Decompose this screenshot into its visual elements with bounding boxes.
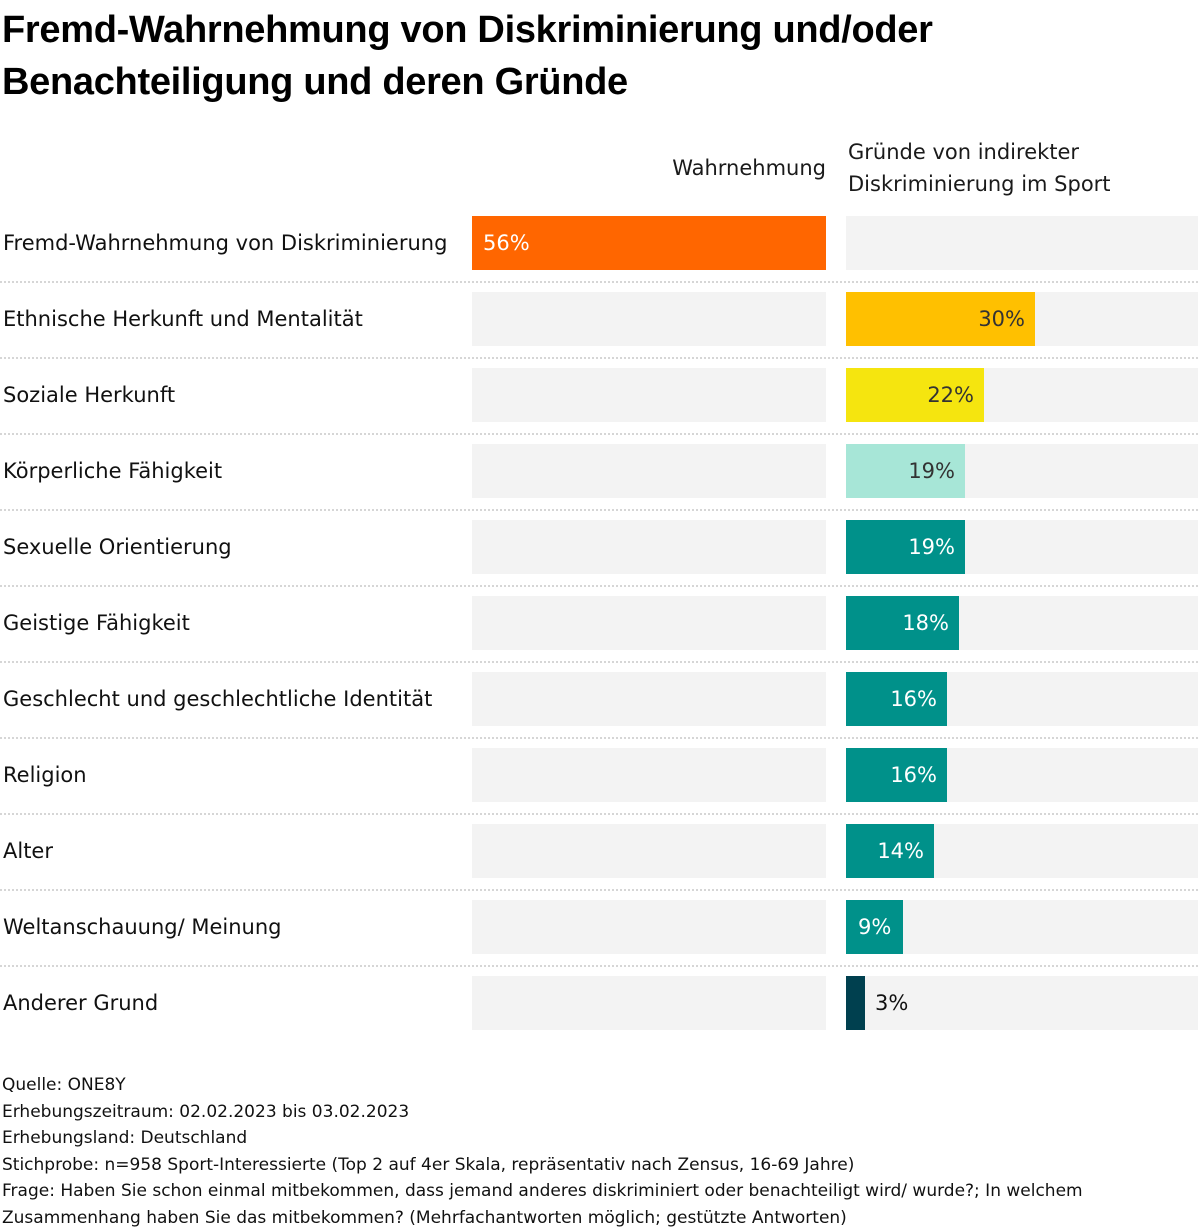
bar-track-gruende: 14% xyxy=(846,824,1198,878)
bar-track-wahrnehmung xyxy=(472,672,826,726)
chart-footer: Quelle: ONE8Y Erhebungszeitraum: 02.02.2… xyxy=(2,1072,1198,1231)
category-label: Weltanschauung/ Meinung xyxy=(3,915,282,939)
row-separator xyxy=(0,585,1198,587)
bar-track-wahrnehmung xyxy=(472,292,826,346)
row-separator xyxy=(0,965,1198,967)
bar-track-wahrnehmung: 56% xyxy=(472,216,826,270)
data-label: 22% xyxy=(927,383,974,407)
bar-track-wahrnehmung xyxy=(472,900,826,954)
row-separator xyxy=(0,509,1198,511)
category-label: Ethnische Herkunft und Mentalität xyxy=(3,307,363,331)
bar-track-gruende: 16% xyxy=(846,748,1198,802)
bar-track-gruende: 22% xyxy=(846,368,1198,422)
chart-row: Soziale Herkunft 22% xyxy=(0,368,1200,422)
row-separator xyxy=(0,889,1198,891)
category-label: Sexuelle Orientierung xyxy=(3,535,232,559)
category-label: Körperliche Fähigkeit xyxy=(3,459,223,483)
chart-row: Alter 14% xyxy=(0,824,1200,878)
data-label: 9% xyxy=(858,915,892,939)
bar-track-wahrnehmung xyxy=(472,596,826,650)
bar-track-gruende: 18% xyxy=(846,596,1198,650)
chart-title: Fremd-Wahrnehmung von Diskriminierung un… xyxy=(2,9,933,103)
data-label: 16% xyxy=(890,687,937,711)
row-separator xyxy=(0,813,1198,815)
data-label: 18% xyxy=(902,611,949,635)
bar-wahrnehmung xyxy=(472,216,826,270)
bar-gruende xyxy=(846,292,1035,346)
bar-gruende xyxy=(846,596,959,650)
row-separator xyxy=(0,357,1198,359)
bar-track-gruende: 19% xyxy=(846,444,1198,498)
bar-gruende xyxy=(846,748,947,802)
column-header-gruende: Gründe von indirekter Diskriminierung im… xyxy=(848,140,1111,196)
data-label: 14% xyxy=(877,839,924,863)
footer-question: Frage: Haben Sie schon einmal mitbekomme… xyxy=(2,1181,1083,1228)
bar-track-wahrnehmung xyxy=(472,520,826,574)
data-label: 56% xyxy=(483,231,530,255)
category-label: Anderer Grund xyxy=(3,991,159,1015)
chart-row: Religion 16% xyxy=(0,748,1200,802)
bar-track-gruende: 3% xyxy=(846,976,1198,1030)
category-label: Alter xyxy=(3,839,53,863)
bar-track-gruende xyxy=(846,216,1198,270)
bar-gruende xyxy=(846,976,865,1030)
bar-track-wahrnehmung xyxy=(472,824,826,878)
data-label: 19% xyxy=(908,535,955,559)
category-label: Soziale Herkunft xyxy=(3,383,176,407)
chart-row: Weltanschauung/ Meinung 9% xyxy=(0,900,1200,954)
footer-period: Erhebungszeitraum: 02.02.2023 bis 03.02.… xyxy=(2,1101,410,1122)
footer-source: Quelle: ONE8Y xyxy=(2,1075,126,1095)
chart-row: Ethnische Herkunft und Mentalität 30% xyxy=(0,292,1200,346)
row-separator xyxy=(0,433,1198,435)
bar-track-gruende: 9% xyxy=(846,900,1198,954)
column-header-wahrnehmung: Wahrnehmung xyxy=(672,156,826,180)
chart-row: Geistige Fähigkeit 18% xyxy=(0,596,1200,650)
category-label: Fremd-Wahrnehmung von Diskriminierung xyxy=(3,231,448,255)
bar-gruende xyxy=(846,444,965,498)
bar-gruende xyxy=(846,672,947,726)
category-label: Religion xyxy=(3,763,87,787)
row-separator xyxy=(0,737,1198,739)
row-separator xyxy=(0,661,1198,663)
data-label: 16% xyxy=(890,763,937,787)
bar-gruende xyxy=(846,824,934,878)
bar-gruende xyxy=(846,900,903,954)
bar-track-gruende: 19% xyxy=(846,520,1198,574)
category-label: Geistige Fähigkeit xyxy=(3,611,190,635)
footer-sample: Stichprobe: n=958 Sport-Interessierte (T… xyxy=(2,1154,855,1175)
chart-row: Sexuelle Orientierung 19% xyxy=(0,520,1200,574)
chart-row: Fremd-Wahrnehmung von Diskriminierung 56% xyxy=(0,216,1200,270)
bar-track-gruende: 30% xyxy=(846,292,1198,346)
data-label: 3% xyxy=(875,991,909,1015)
data-label: 30% xyxy=(978,307,1025,331)
row-separator xyxy=(0,281,1198,283)
bar-gruende xyxy=(846,368,984,422)
category-label: Geschlecht und geschlechtliche Identität xyxy=(3,687,433,711)
bar-track-wahrnehmung xyxy=(472,444,826,498)
footer-country: Erhebungsland: Deutschland xyxy=(2,1128,248,1148)
bar-track-wahrnehmung xyxy=(472,748,826,802)
bar-track-wahrnehmung xyxy=(472,368,826,422)
data-label: 19% xyxy=(908,459,955,483)
chart-row: Anderer Grund 3% xyxy=(0,976,1200,1030)
bar-track-wahrnehmung xyxy=(472,976,826,1030)
bar-gruende xyxy=(846,520,965,574)
bar-track-gruende: 16% xyxy=(846,672,1198,726)
chart-row: Geschlecht und geschlechtliche Identität… xyxy=(0,672,1200,726)
chart-row: Körperliche Fähigkeit 19% xyxy=(0,444,1200,498)
